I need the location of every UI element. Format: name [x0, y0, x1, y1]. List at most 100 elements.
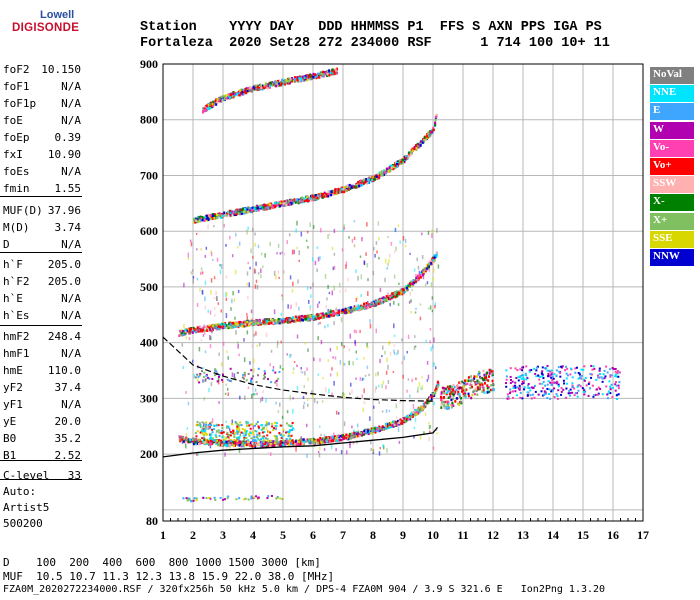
echo-point [320, 72, 323, 75]
param-label: foE [3, 114, 23, 127]
echo-noise-point [314, 260, 317, 266]
echo-point [428, 397, 431, 400]
echo-point [246, 320, 249, 324]
param-row: B0 35.2 [3, 432, 81, 449]
echo-point [274, 322, 277, 325]
echo-point [506, 393, 509, 396]
echo-noise-point [324, 325, 326, 329]
echo-point [403, 419, 406, 422]
echo-point [432, 126, 435, 130]
echo-point [479, 376, 482, 380]
echo-point [408, 417, 411, 420]
echo-point [473, 389, 476, 392]
echo-noise-point [396, 352, 398, 356]
echo-point [301, 196, 304, 199]
echo-noise-point [432, 344, 434, 349]
echo-point [461, 390, 464, 393]
echo-point [315, 439, 318, 442]
echo-point [313, 440, 316, 444]
echo-point [314, 194, 317, 197]
echo-point [291, 422, 294, 425]
echo-point [449, 389, 452, 392]
echo-point [423, 267, 426, 270]
echo-point [363, 429, 366, 433]
echo-point [363, 433, 366, 436]
echo-noise-point [226, 350, 228, 353]
echo-point [428, 262, 431, 266]
echo-point [350, 186, 353, 189]
echo-noise-point [419, 316, 422, 321]
echo-point [431, 130, 434, 134]
echo-noise-point [362, 377, 365, 381]
echo-point [198, 328, 201, 332]
echo-point [409, 153, 412, 156]
echo-point [289, 201, 292, 204]
echo-point [226, 431, 229, 434]
echo-point [209, 442, 212, 445]
echo-point [491, 379, 494, 383]
param-label: foEp [3, 131, 30, 144]
echo-point [604, 375, 607, 378]
echo-noise-point [432, 362, 435, 367]
echo-noise-point [407, 378, 410, 381]
echo-point [242, 323, 245, 327]
echo-noise-point [251, 393, 253, 399]
echo-point [218, 439, 221, 442]
echo-noise-point [363, 401, 366, 405]
echo-point [509, 379, 512, 382]
echo-point [430, 393, 433, 397]
echo-point [594, 393, 597, 396]
echo-point [267, 83, 270, 86]
echo-noise-point [379, 358, 381, 364]
echo-point [302, 443, 305, 446]
echo-point [242, 90, 245, 94]
echo-point [281, 203, 284, 207]
echo-noise-point [211, 418, 214, 424]
echo-point [238, 440, 241, 443]
echo-point [447, 406, 450, 409]
echo-noise-point [392, 370, 395, 374]
echo-point [269, 207, 272, 210]
echo-point [306, 74, 309, 77]
echo-point [276, 201, 279, 205]
echo-point [328, 71, 331, 75]
echo-point [283, 318, 286, 321]
echo-point [474, 387, 477, 391]
echo-point [401, 292, 404, 296]
echo-noise-point [320, 433, 322, 436]
echo-point [372, 429, 375, 432]
echo-noise-point [269, 363, 271, 367]
echo-point [412, 411, 415, 414]
echo-point [294, 317, 297, 321]
echo-noise-point [328, 388, 330, 394]
echo-point [314, 73, 317, 76]
echo-point [535, 375, 538, 378]
echo-point [340, 435, 343, 438]
echo-point [417, 278, 420, 282]
echo-point [253, 322, 256, 326]
echo-point [269, 203, 272, 207]
echo-point [261, 444, 264, 448]
echo-point [492, 382, 495, 386]
echo-point [229, 213, 232, 217]
echo-point [343, 190, 346, 194]
echo-point [240, 212, 243, 215]
echo-point [331, 436, 334, 439]
echo-point [314, 196, 317, 200]
echo-point [476, 393, 479, 396]
echo-point [273, 427, 276, 430]
echo-point [225, 437, 228, 440]
echo-point [425, 136, 428, 140]
echo-noise-point [335, 307, 337, 312]
echo-noise-point [426, 281, 429, 285]
echo-noise-point [291, 249, 294, 255]
echo-point [465, 379, 468, 382]
echo-noise-point [385, 385, 387, 390]
echo-point [319, 75, 322, 79]
echo-noise-point [247, 261, 249, 265]
echo-point [277, 317, 280, 321]
echo-point [432, 393, 435, 396]
echo-noise-point [366, 342, 368, 347]
echo-point [398, 420, 401, 423]
echo-point [346, 309, 349, 313]
